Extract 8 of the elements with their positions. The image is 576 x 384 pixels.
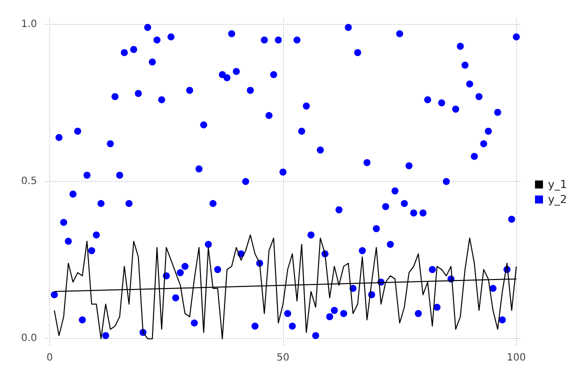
y-tick-label: 0.5 xyxy=(21,176,37,187)
x-tick-label: 0 xyxy=(46,352,53,364)
legend-label: y_1 xyxy=(548,178,568,191)
y-tick-label: 0.0 xyxy=(21,333,37,344)
legend-label: y_2 xyxy=(548,193,568,206)
x-tick-label: 50 xyxy=(276,352,290,364)
x-tick-label: 100 xyxy=(506,352,526,364)
y-tick-label: 1.0 xyxy=(21,18,37,30)
